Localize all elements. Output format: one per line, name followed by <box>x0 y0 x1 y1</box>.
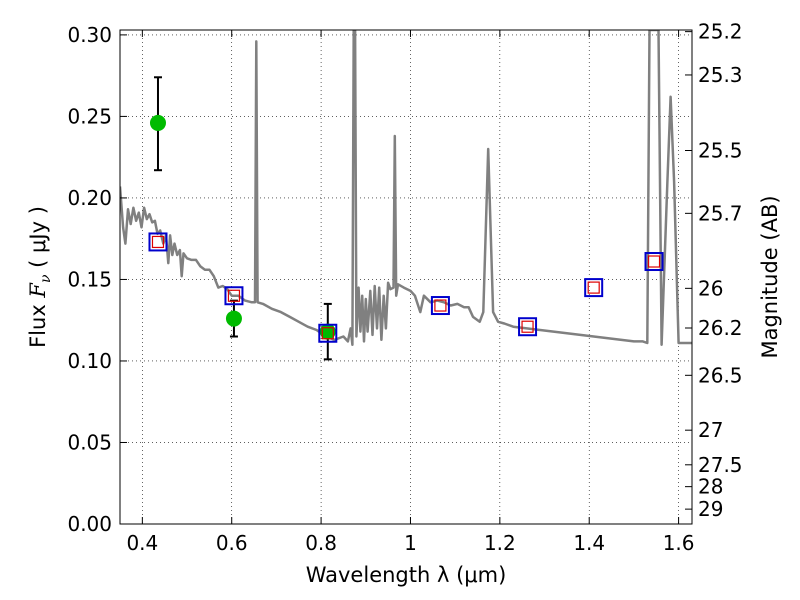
model-point-inner <box>587 281 600 294</box>
x-tick-label: 0.6 <box>216 531 248 555</box>
model-point <box>148 232 168 252</box>
y2-tick-label: 25.7 <box>698 201 743 225</box>
model-point-inner <box>321 327 334 340</box>
y-tick-label: 0.10 <box>67 349 112 373</box>
y2-tick-label: 26.2 <box>698 316 743 340</box>
model-point <box>318 323 338 343</box>
model-point <box>584 278 604 298</box>
observed-point <box>149 114 166 131</box>
y2-tick-label: 25.2 <box>698 20 743 44</box>
y2-tick-label: 29 <box>698 497 723 521</box>
y-axis-label: Flux Fν ( μJy ) <box>26 206 54 348</box>
model-point-inner <box>151 235 165 249</box>
model-point <box>518 317 538 337</box>
y-tick-label: 0.05 <box>67 430 112 454</box>
y2-tick-label: 26.5 <box>698 363 743 387</box>
x-tick-label: 1.6 <box>663 531 695 555</box>
spectrum-line <box>120 30 692 346</box>
y2-tick-label: 28 <box>698 475 723 499</box>
y-tick-label: 0.00 <box>67 512 112 536</box>
y-tick-label: 0.30 <box>67 23 112 47</box>
y2-tick-label: 27 <box>698 418 723 442</box>
y2-tick-label: 26 <box>698 276 723 300</box>
x-axis-label: Wavelength λ (μm) <box>306 563 507 587</box>
model-point <box>224 286 244 306</box>
model-spectrum <box>120 30 692 346</box>
plot-frame <box>119 29 693 525</box>
model-point <box>430 296 450 316</box>
y2-tick-label: 27.5 <box>698 453 743 477</box>
y-tick-label: 0.15 <box>67 267 112 291</box>
error-bars <box>153 76 332 361</box>
model-point-inner <box>227 289 241 302</box>
axis-ticks: 0.4 0.6 0.8 1 1.2 1.4 1.6 0.00 0.05 0.10 0.15 0.20 0… <box>67 20 742 555</box>
y-tick-label: 0.20 <box>67 186 112 210</box>
x-tick-label: 0.8 <box>305 531 337 555</box>
y2-tick-label: 25.3 <box>698 63 743 87</box>
model-point <box>644 252 664 272</box>
y-tick-label: 0.25 <box>67 104 112 128</box>
right-axis-label: Magnitude (AB) <box>758 195 782 358</box>
y2-tick-label: 25.5 <box>698 139 743 163</box>
model-point-inner <box>521 320 534 333</box>
x-tick-label: 0.4 <box>126 531 158 555</box>
x-tick-label: 1.2 <box>484 531 516 555</box>
observed-point <box>225 310 242 327</box>
x-tick-label: 1.4 <box>573 531 605 555</box>
model-point-inner <box>647 255 661 268</box>
x-tick-label: 1 <box>404 531 417 555</box>
data-markers <box>148 114 664 343</box>
model-point-inner <box>434 299 447 312</box>
grid-lines <box>120 30 692 524</box>
